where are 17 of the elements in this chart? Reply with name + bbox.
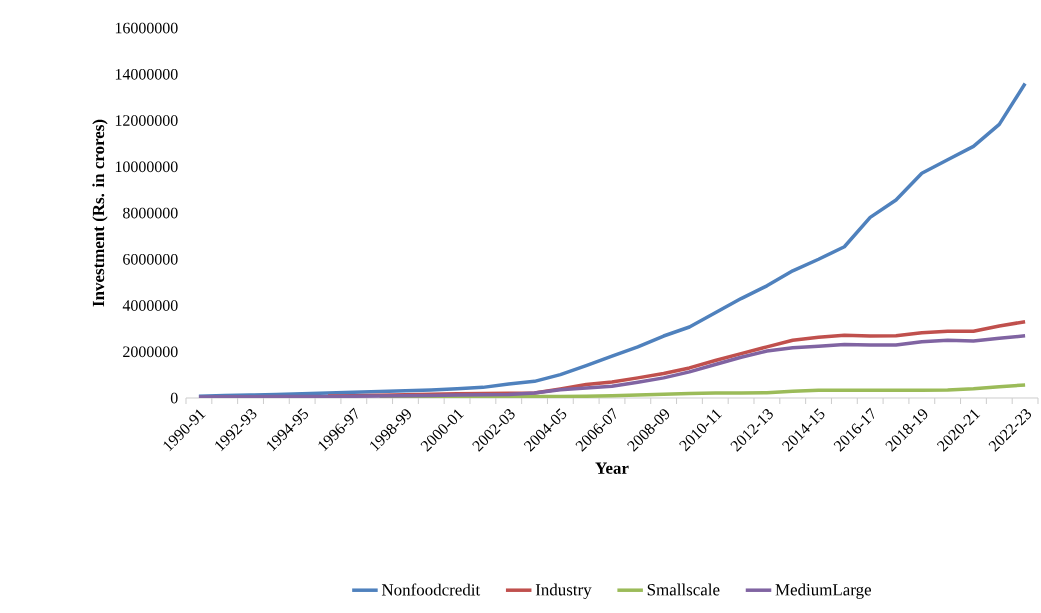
y-tick-label: 6000000 (123, 253, 178, 265)
legend-label: Smallscale (647, 583, 720, 596)
y-axis-title: Investment (Rs. in crores) (92, 119, 108, 307)
line-series (197, 334, 1027, 398)
x-axis-title: Year (595, 462, 629, 474)
y-tick-label: 14000000 (115, 68, 178, 80)
y-tick-label: 4000000 (122, 300, 178, 311)
y-tick-label: 8000000 (123, 207, 178, 219)
y-tick-label: 12000000 (115, 115, 178, 126)
legend-label: MediumLarge (775, 583, 872, 599)
legend-label: Industry (535, 583, 592, 599)
y-tick-label: 2000000 (123, 346, 178, 358)
line-series (197, 81, 1027, 398)
y-tick-label: 0 (170, 392, 178, 404)
y-tick-label: 16000000 (115, 22, 178, 34)
y-tick-label: 10000000 (115, 161, 178, 173)
legend-label: Nonfoodcredit (381, 583, 481, 596)
